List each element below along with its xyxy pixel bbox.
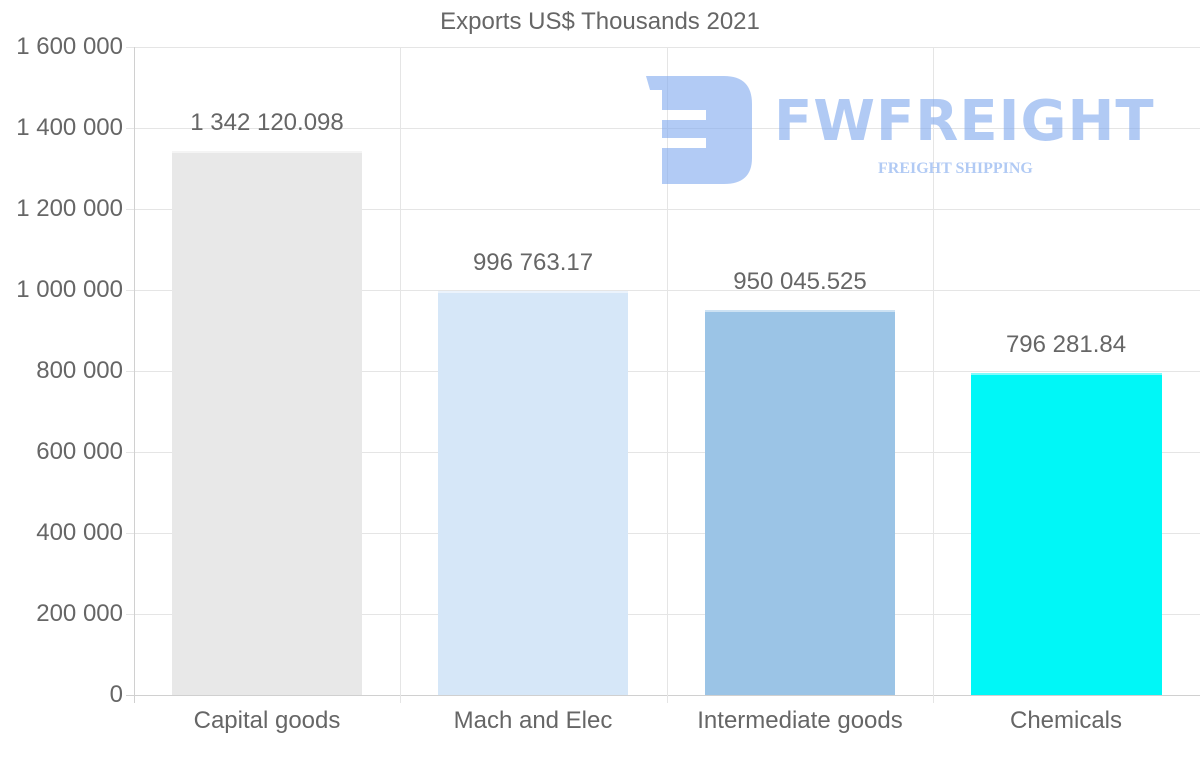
y-tick-label: 0 bbox=[109, 681, 123, 708]
bar-intermediate-goods[interactable] bbox=[705, 310, 895, 695]
gridline-y-800000 bbox=[126, 371, 1200, 372]
bar-mach-and-elec[interactable] bbox=[438, 291, 628, 695]
gridline-y-1200000 bbox=[126, 209, 1200, 210]
chart-title: Exports US$ Thousands 2021 bbox=[440, 8, 760, 35]
plot-area: 1 342 120.098 996 763.17 950 045.525 796… bbox=[126, 47, 1200, 703]
y-tick-label: 1 600 000 bbox=[16, 33, 123, 60]
gridline-x-3 bbox=[933, 47, 934, 703]
x-tick-label-mach-and-elec: Mach and Elec bbox=[453, 707, 613, 734]
y-axis-line bbox=[134, 47, 135, 703]
gridline-x-1 bbox=[400, 47, 401, 703]
y-tick-label: 1 400 000 bbox=[16, 114, 123, 141]
x-tick-label-capital-goods: Capital goods bbox=[193, 707, 341, 734]
bar-chemicals[interactable] bbox=[971, 373, 1162, 695]
y-tick-label: 400 000 bbox=[36, 519, 123, 546]
y-tick-label: 1 200 000 bbox=[16, 195, 123, 222]
bar-value-label: 996 763.17 bbox=[472, 249, 594, 276]
bar-value-label: 950 045.525 bbox=[733, 268, 867, 295]
bar-capital-goods[interactable] bbox=[172, 151, 362, 695]
gridline-y-600000 bbox=[126, 452, 1200, 453]
bar-value-label: 796 281.84 bbox=[1005, 331, 1127, 358]
y-tick-label: 600 000 bbox=[36, 438, 123, 465]
y-tick-label: 800 000 bbox=[36, 357, 123, 384]
y-tick-label: 200 000 bbox=[36, 600, 123, 627]
gridline-y-200000 bbox=[126, 614, 1200, 615]
gridline-y-1000000 bbox=[126, 290, 1200, 291]
gridline-y-400000 bbox=[126, 533, 1200, 534]
gridline-y-1600000 bbox=[126, 47, 1200, 48]
gridline-x-2 bbox=[667, 47, 668, 703]
bar-value-label: 1 342 120.098 bbox=[190, 109, 344, 136]
y-tick-label: 1 000 000 bbox=[16, 276, 123, 303]
x-tick-label-chemicals: Chemicals bbox=[1009, 707, 1123, 734]
gridline-y-0 bbox=[126, 695, 1200, 696]
x-tick-label-intermediate-goods: Intermediate goods bbox=[697, 707, 903, 734]
